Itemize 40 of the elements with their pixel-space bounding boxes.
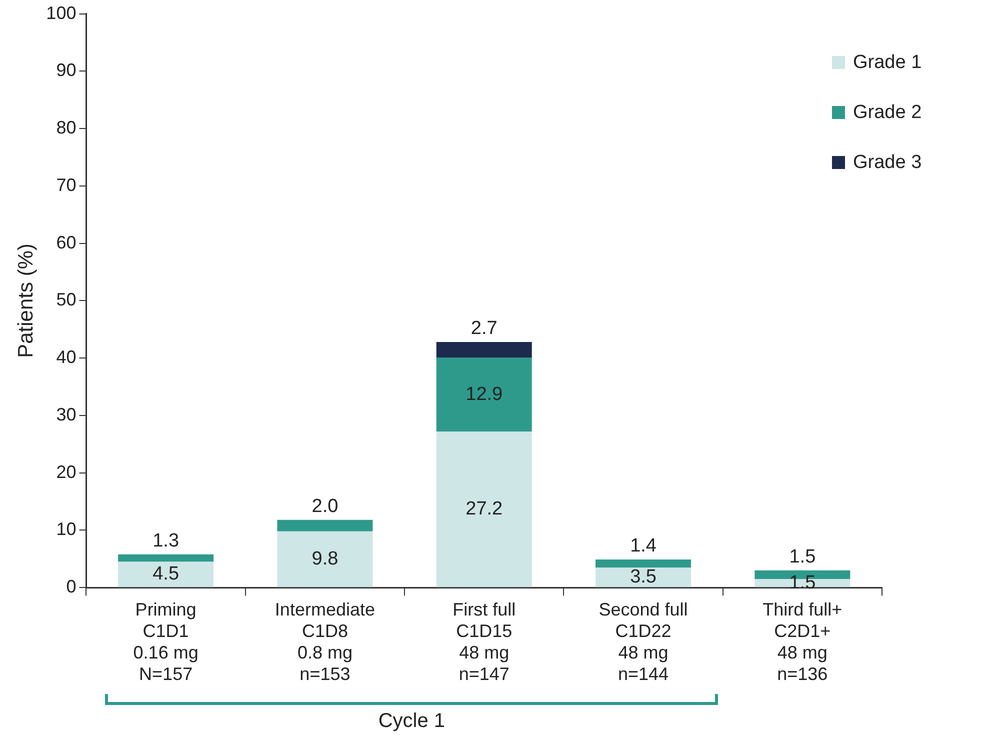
x-tick-label: Priming C1D1 0.16 mg N=157: [133, 599, 198, 684]
y-tick-label: 30: [56, 404, 76, 424]
bar: [436, 358, 532, 432]
y-tick-label: 70: [56, 174, 76, 195]
data-label: 2.7: [470, 318, 498, 340]
y-tick-label: 50: [56, 290, 76, 310]
bar: [596, 559, 692, 568]
bar: [596, 568, 692, 588]
data-label: 2.0: [312, 496, 338, 518]
data-label: 12.9: [466, 384, 503, 405]
x-tick-label: Intermediate C1D8 0.8 mg n=153: [274, 599, 375, 684]
legend-label: Grade 2: [853, 102, 922, 124]
y-tick-label: 90: [56, 60, 76, 80]
legend-label: Grade 3: [853, 152, 922, 174]
bar: [436, 432, 532, 588]
data-label: 9.8: [312, 548, 338, 570]
bar: [277, 531, 373, 588]
x-tick-label: First full C1D15 48 mg n=147: [452, 599, 516, 684]
bar: [436, 342, 532, 358]
x-tick-label: Second full C1D22 48 mg n=144: [598, 599, 688, 684]
y-axis-title: Patients (%): [14, 244, 38, 358]
text: Cycle 1: [378, 710, 446, 733]
y-tick-label: 0: [66, 576, 76, 597]
y-tick-label: 20: [56, 462, 76, 482]
x-tick-label: Third full+ C2D1+ 48 mg n=136: [762, 599, 842, 684]
data-label: 3.5: [630, 566, 656, 588]
y-tick-label: 80: [56, 118, 76, 138]
y-tick-label: 60: [56, 232, 76, 252]
y-tick-label: 10: [56, 519, 76, 540]
bar: [118, 554, 214, 562]
legend-label: Grade 1: [853, 52, 922, 74]
data-label: 1.3: [152, 530, 180, 552]
data-label: 4.5: [152, 564, 180, 585]
bar: [277, 520, 373, 532]
data-label: 1.4: [630, 536, 657, 557]
y-tick-label: 100: [46, 2, 76, 23]
bar: [118, 562, 214, 588]
data-label: 1.5: [789, 546, 816, 568]
y-tick-label: 40: [56, 347, 76, 368]
data-label: 27.2: [466, 498, 503, 520]
